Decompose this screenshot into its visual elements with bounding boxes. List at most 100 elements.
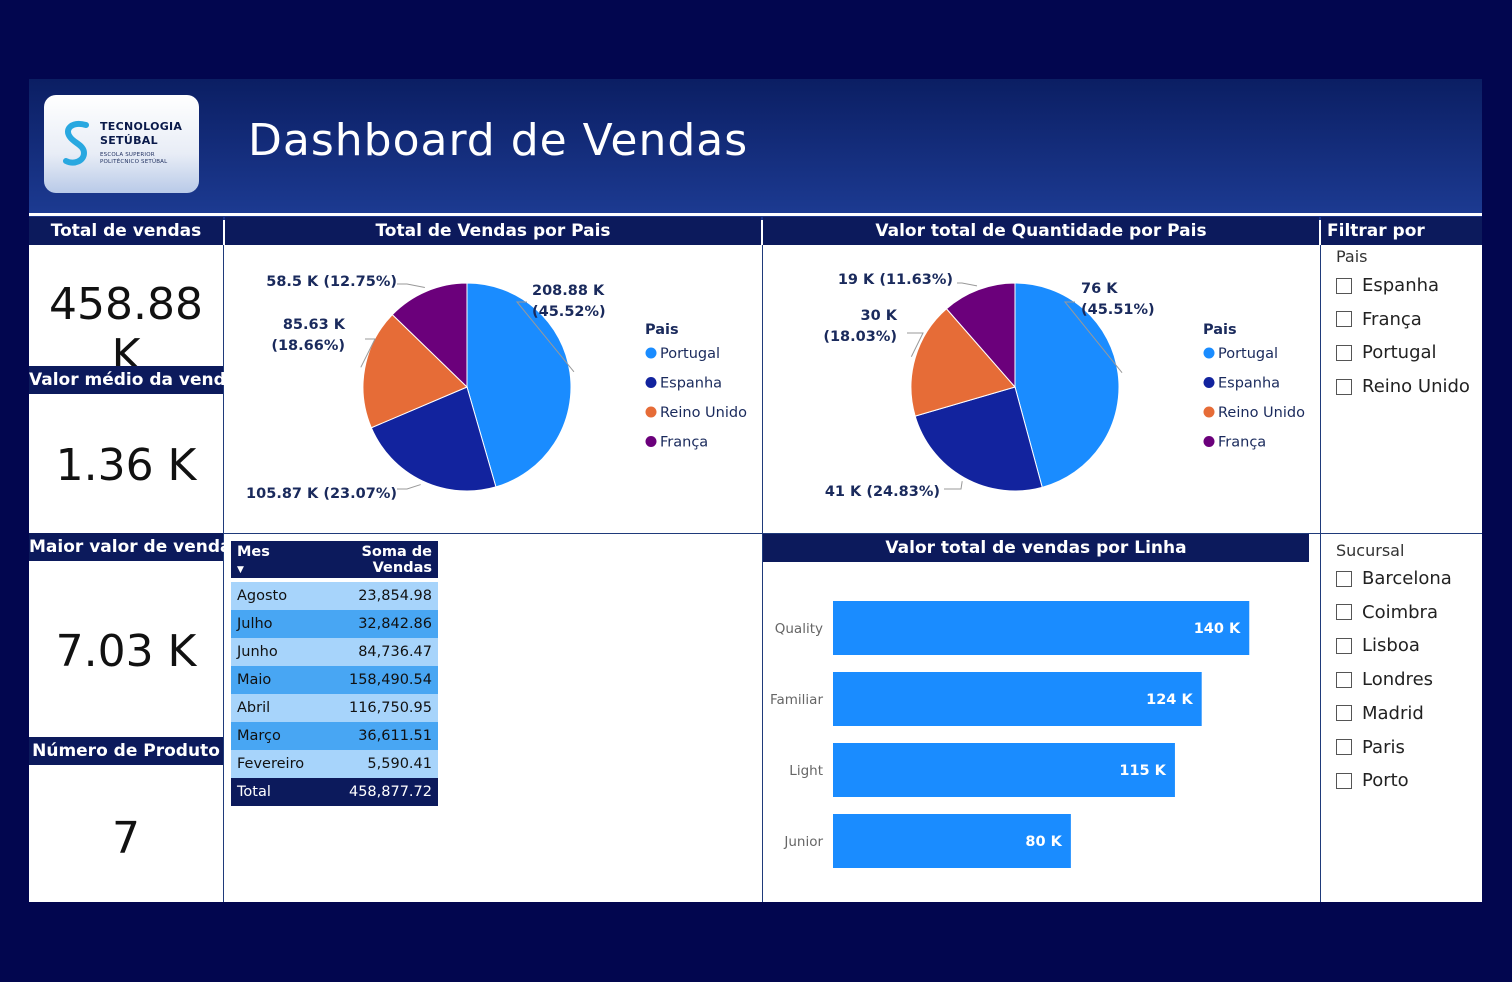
pie-slice-franca[interactable] bbox=[945, 282, 1016, 389]
logo: TECNOLOGIA SETÚBAL ESCOLA SUPERIOR POLIT… bbox=[44, 95, 199, 193]
checkbox[interactable] bbox=[1336, 344, 1352, 361]
checkbox[interactable] bbox=[1336, 637, 1352, 654]
table-cell-mes: Julho bbox=[231, 610, 311, 638]
pie-percent-label: (45.52%) bbox=[532, 304, 606, 320]
bar-value-label: 115 K bbox=[1119, 763, 1166, 779]
checkbox[interactable] bbox=[1336, 671, 1352, 688]
legend-item-espanha[interactable]: Espanha bbox=[660, 376, 722, 392]
pie-chart-vendas: 208.88 K (45.52%) 105.87 K (23.07%) 85.63 K… bbox=[246, 274, 747, 502]
filter-sucursal-option[interactable]: Madrid bbox=[1336, 703, 1424, 724]
filter-pais-title: Pais bbox=[1336, 247, 1368, 266]
checkbox[interactable] bbox=[1336, 570, 1352, 587]
legend-item-portugal[interactable]: Portugal bbox=[1218, 346, 1278, 362]
checkbox[interactable] bbox=[1336, 772, 1352, 789]
legend-dot-reino-unido bbox=[1203, 406, 1215, 418]
table-row[interactable]: Fevereiro 5,590.41 bbox=[231, 750, 438, 778]
legend-item-franca[interactable]: França bbox=[1218, 435, 1266, 451]
pie-percent-text: (24.83%) bbox=[866, 484, 940, 500]
table-row[interactable]: Março 36,611.51 bbox=[231, 722, 438, 750]
table-cell-soma: 84,736.47 bbox=[310, 638, 438, 666]
checkbox[interactable] bbox=[1336, 277, 1352, 294]
legend-dot-espanha bbox=[645, 377, 657, 388]
pie-slice-espanha[interactable] bbox=[370, 386, 497, 492]
table-row[interactable]: Agosto 23,854.98 bbox=[231, 582, 438, 610]
page-title: Dashboard de Vendas bbox=[248, 115, 749, 166]
pie-percent-text: (12.75%) bbox=[323, 274, 397, 290]
kpi-valor-medio-label: Valor médio da venda bbox=[29, 366, 237, 394]
pie-slice-reino-unido[interactable] bbox=[910, 308, 1016, 417]
pie-slice-portugal[interactable] bbox=[466, 282, 572, 488]
bar-chart-title: Valor total de vendas por Linha bbox=[763, 534, 1309, 562]
logo-line4: POLITÉCNICO SETÚBAL bbox=[100, 159, 168, 165]
checkbox[interactable] bbox=[1336, 378, 1352, 395]
header-banner: TECNOLOGIA SETÚBAL ESCOLA SUPERIOR POLIT… bbox=[29, 79, 1482, 213]
filter-pais-option-label: França bbox=[1362, 308, 1422, 330]
table-cell-soma: 23,854.98 bbox=[310, 582, 438, 610]
filter-pais-option[interactable]: Reino Unido bbox=[1336, 376, 1470, 397]
pie-value-label: 30 K bbox=[861, 308, 898, 324]
filter-header: Filtrar por bbox=[1321, 217, 1482, 245]
checkbox[interactable] bbox=[1336, 604, 1352, 621]
filter-sucursal-option-label: Londres bbox=[1362, 669, 1434, 691]
pie-slice-espanha[interactable] bbox=[914, 386, 1043, 492]
filter-pais-option-label: Reino Unido bbox=[1362, 376, 1470, 398]
filter-sucursal-option[interactable]: Lisboa bbox=[1336, 635, 1420, 656]
legend-item-reino-unido[interactable]: Reino Unido bbox=[1218, 405, 1305, 421]
bar-quality[interactable] bbox=[833, 601, 1250, 655]
logo-line1: TECNOLOGIA bbox=[100, 120, 183, 133]
table-row[interactable]: Julho 32,842.86 bbox=[231, 610, 438, 638]
pie-percent-text: (11.63%) bbox=[879, 272, 953, 288]
bar-familiar[interactable] bbox=[833, 672, 1202, 726]
legend-item-franca[interactable]: França bbox=[660, 435, 708, 451]
divider-middle bbox=[762, 245, 763, 902]
legend-title: Pais bbox=[1203, 322, 1237, 338]
pie-leader-line bbox=[944, 481, 963, 490]
checkbox[interactable] bbox=[1336, 311, 1352, 328]
table-row[interactable]: Abril 116,750.95 bbox=[231, 694, 438, 722]
legend-dot-portugal bbox=[1203, 347, 1215, 359]
table-row[interactable]: Maio 158,490.54 bbox=[231, 666, 438, 694]
legend-item-portugal[interactable]: Portugal bbox=[660, 346, 720, 362]
table-header-mes[interactable]: Mes ▼ bbox=[231, 541, 311, 578]
filter-pais-option[interactable]: Espanha bbox=[1336, 275, 1439, 296]
pie-slice-franca[interactable] bbox=[391, 282, 468, 389]
filter-sucursal-option[interactable]: Porto bbox=[1336, 770, 1409, 791]
legend-dot-franca bbox=[1203, 436, 1215, 447]
legend-item-reino-unido[interactable]: Reino Unido bbox=[660, 405, 747, 421]
table-header-mes-label: Mes bbox=[237, 543, 270, 560]
header-divider bbox=[29, 213, 1482, 216]
pie-slice-reino-unido[interactable] bbox=[362, 313, 468, 429]
pie-leader-line bbox=[515, 301, 575, 373]
table-cell-soma: 36,611.51 bbox=[310, 722, 438, 750]
logo-mark-icon bbox=[63, 121, 89, 166]
checkbox[interactable] bbox=[1336, 739, 1352, 755]
divider-right bbox=[1320, 245, 1321, 902]
filter-sucursal-option[interactable]: Barcelona bbox=[1336, 568, 1452, 589]
bar-junior[interactable] bbox=[833, 814, 1071, 868]
pie-value-label: 105.87 K (23.07%) bbox=[246, 486, 397, 502]
checkbox[interactable] bbox=[1336, 705, 1352, 722]
table-cell-mes: Agosto bbox=[231, 582, 311, 610]
filter-sucursal-option[interactable]: Coimbra bbox=[1336, 602, 1438, 623]
filter-pais-option[interactable]: França bbox=[1336, 309, 1422, 330]
logo-line3: ESCOLA SUPERIOR bbox=[100, 152, 155, 158]
filter-sucursal-option[interactable]: Londres bbox=[1336, 669, 1433, 690]
legend-item-espanha[interactable]: Espanha bbox=[1218, 376, 1280, 392]
bar-value-label: 124 K bbox=[1146, 692, 1193, 708]
filter-sucursal-option-label: Porto bbox=[1362, 770, 1409, 792]
sort-down-icon[interactable]: ▼ bbox=[237, 564, 244, 575]
filter-sucursal-option[interactable]: Paris bbox=[1336, 737, 1405, 758]
table-cell-mes: Abril bbox=[231, 694, 311, 722]
pie-value-text: 19 K bbox=[838, 272, 880, 288]
filter-sucursal-option-label: Lisboa bbox=[1362, 635, 1420, 657]
table-row[interactable]: Junho 84,736.47 bbox=[231, 638, 438, 666]
bar-light[interactable] bbox=[833, 743, 1175, 797]
pie-slice-portugal[interactable] bbox=[1014, 282, 1120, 488]
pie-percent-label: (18.66%) bbox=[271, 338, 345, 354]
table-header-soma[interactable]: Soma de Vendas bbox=[310, 541, 438, 578]
kpi-maior-valor-value: 7.03 K bbox=[55, 626, 197, 677]
pie-chart-quantidade: 76 K (45.51%) 41 K (24.83%) 30 K (18.03%) 19 … bbox=[823, 272, 1305, 500]
table-spacer bbox=[231, 578, 438, 582]
filter-pais-option[interactable]: Portugal bbox=[1336, 342, 1437, 363]
table-total-row: Total 458,877.72 bbox=[231, 778, 438, 806]
